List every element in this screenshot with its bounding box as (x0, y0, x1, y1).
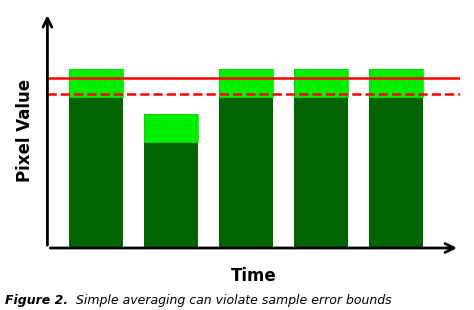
Bar (369, 69, 423, 97)
Bar (294, 69, 348, 97)
Text: Figure 2.: Figure 2. (5, 294, 68, 307)
Text: Time: Time (231, 267, 276, 285)
Bar (369, 69, 423, 248)
Bar (144, 114, 198, 248)
Text: Pixel Value: Pixel Value (16, 79, 34, 182)
Bar (219, 69, 273, 248)
Bar (294, 69, 348, 248)
Text: Simple averaging can violate sample error bounds: Simple averaging can violate sample erro… (64, 294, 392, 307)
Bar (69, 69, 123, 97)
Bar (144, 114, 198, 142)
Bar (69, 69, 123, 248)
Bar (219, 69, 273, 97)
